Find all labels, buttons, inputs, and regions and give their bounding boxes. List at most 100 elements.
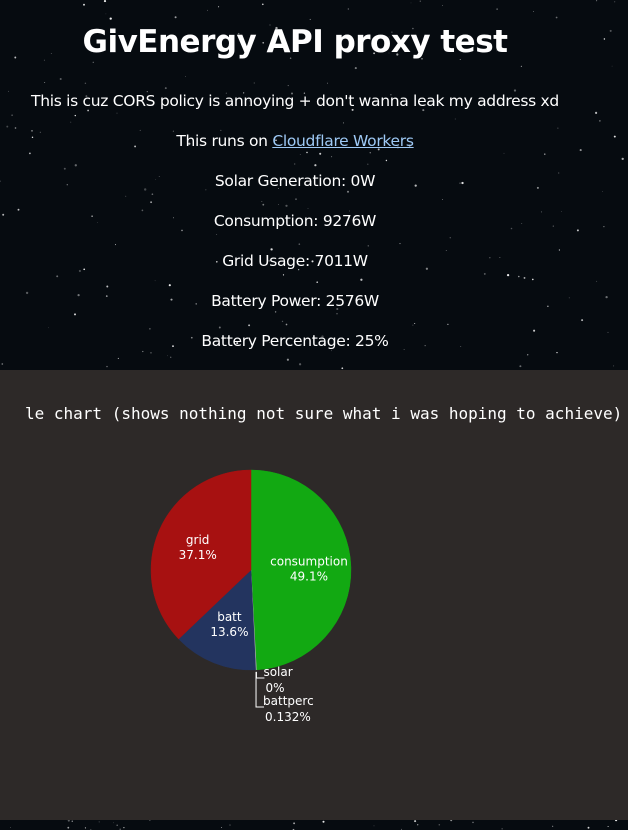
star — [44, 82, 46, 83]
star — [388, 36, 390, 38]
star — [299, 304, 301, 306]
star — [388, 52, 390, 54]
star — [377, 148, 380, 151]
runs-on-prefix: This runs on — [176, 132, 273, 150]
pie-slice-grid[interactable] — [150, 469, 252, 640]
star — [519, 365, 522, 368]
star — [285, 204, 288, 207]
star — [269, 342, 271, 343]
star — [149, 328, 151, 330]
star — [63, 167, 66, 170]
pie-slice-batt[interactable] — [178, 569, 256, 671]
star — [185, 76, 186, 77]
star — [14, 127, 17, 129]
star — [531, 278, 534, 281]
star — [43, 59, 45, 61]
star — [195, 303, 197, 305]
star — [496, 50, 497, 52]
star — [97, 222, 98, 223]
star — [262, 203, 265, 206]
consumption-stat: Consumption: 9276W — [213, 212, 377, 230]
star — [103, 0, 107, 3]
star — [25, 291, 29, 295]
star — [587, 826, 590, 829]
runs-on-line: This runs on Cloudflare Workers — [0, 132, 590, 150]
star — [412, 324, 414, 326]
star — [614, 1, 616, 3]
star — [105, 295, 108, 297]
star — [216, 234, 218, 235]
star — [459, 182, 461, 184]
star — [31, 130, 33, 132]
star — [59, 77, 62, 81]
star — [249, 105, 250, 106]
star — [294, 163, 296, 165]
star — [596, 280, 598, 282]
star — [134, 145, 137, 148]
star — [321, 335, 324, 338]
star — [599, 120, 601, 122]
star — [422, 109, 425, 112]
star — [336, 307, 339, 311]
star — [289, 57, 292, 59]
star — [603, 226, 605, 228]
star — [281, 320, 284, 323]
star — [50, 53, 52, 54]
star — [150, 201, 153, 204]
star — [84, 82, 87, 85]
star — [390, 94, 392, 96]
star — [602, 191, 603, 192]
star — [605, 295, 608, 299]
star — [533, 329, 536, 332]
star — [78, 269, 81, 273]
pie-slice-consumption[interactable] — [250, 469, 352, 671]
star — [412, 56, 415, 59]
star — [311, 260, 314, 263]
star — [243, 92, 245, 94]
star — [205, 189, 207, 191]
star — [414, 184, 417, 187]
star — [445, 250, 447, 252]
star — [106, 285, 109, 288]
star — [48, 327, 49, 329]
star — [168, 284, 171, 287]
star — [496, 8, 498, 10]
star — [336, 313, 338, 315]
leader-line-battperc — [255, 671, 265, 708]
star — [523, 276, 526, 279]
star — [92, 61, 94, 63]
star — [595, 111, 598, 114]
star — [613, 135, 616, 138]
star — [139, 129, 141, 131]
slice-label-solar: solar — [263, 665, 292, 679]
star — [173, 217, 175, 219]
star — [2, 213, 5, 216]
star — [146, 90, 148, 93]
star — [109, 17, 112, 20]
star — [190, 336, 193, 339]
slice-percent-solar: 0% — [265, 681, 284, 695]
star — [282, 274, 285, 276]
star — [207, 9, 208, 11]
star — [261, 200, 263, 203]
star — [158, 176, 160, 177]
star — [291, 92, 293, 95]
star — [447, 323, 449, 326]
star — [172, 130, 174, 132]
star — [581, 319, 584, 322]
cors-note: This is cuz CORS policy is annoying + do… — [31, 92, 559, 110]
star — [483, 272, 486, 275]
star — [460, 346, 462, 347]
star — [442, 199, 443, 200]
star — [67, 826, 70, 829]
star — [31, 136, 34, 139]
star — [261, 3, 264, 6]
star — [221, 826, 223, 828]
star — [521, 223, 523, 224]
star — [28, 152, 31, 155]
cloudflare-workers-link[interactable]: Cloudflare Workers — [272, 132, 414, 150]
star — [343, 122, 344, 124]
star — [229, 824, 231, 826]
star — [391, 31, 393, 33]
solar-generation-stat: Solar Generation: 0W — [214, 172, 376, 190]
